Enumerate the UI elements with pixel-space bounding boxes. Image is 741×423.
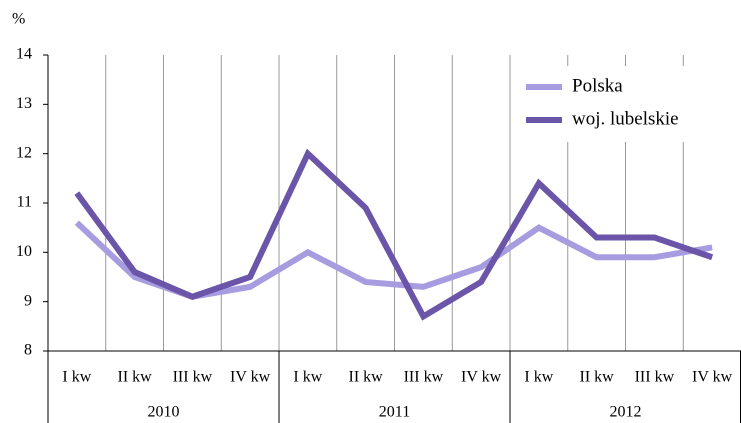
y-axis-label: % <box>12 11 25 28</box>
year-label: 2012 <box>610 404 642 421</box>
y-tick-label: 10 <box>16 243 32 260</box>
x-tick-label: IV kw <box>230 369 271 386</box>
x-tick-label: II kw <box>349 369 384 386</box>
series-line <box>74 148 714 321</box>
x-tick-label: I kw <box>62 369 91 386</box>
x-tick-label: IV kw <box>461 369 502 386</box>
x-tick-label: I kw <box>293 369 322 386</box>
y-tick-label: 9 <box>24 292 32 309</box>
year-label: 2010 <box>148 404 180 421</box>
x-tick-label: II kw <box>580 369 615 386</box>
y-tick-label: 12 <box>16 144 32 161</box>
y-tick-label: 11 <box>17 194 32 211</box>
x-tick-label: IV kw <box>692 369 733 386</box>
x-tick-label: I kw <box>524 369 553 386</box>
legend-label: woj. lubelskie <box>572 108 679 129</box>
x-tick-label: III kw <box>173 369 213 386</box>
y-tick-label: 13 <box>16 95 32 112</box>
legend-label: Polska <box>572 75 623 96</box>
y-tick-label: 8 <box>24 342 32 359</box>
y-tick-label: 14 <box>16 46 32 63</box>
x-tick-label: II kw <box>118 369 153 386</box>
legend-box <box>512 66 720 142</box>
x-tick-label: III kw <box>635 369 675 386</box>
year-label: 2011 <box>379 404 410 421</box>
x-tick-label: III kw <box>404 369 444 386</box>
